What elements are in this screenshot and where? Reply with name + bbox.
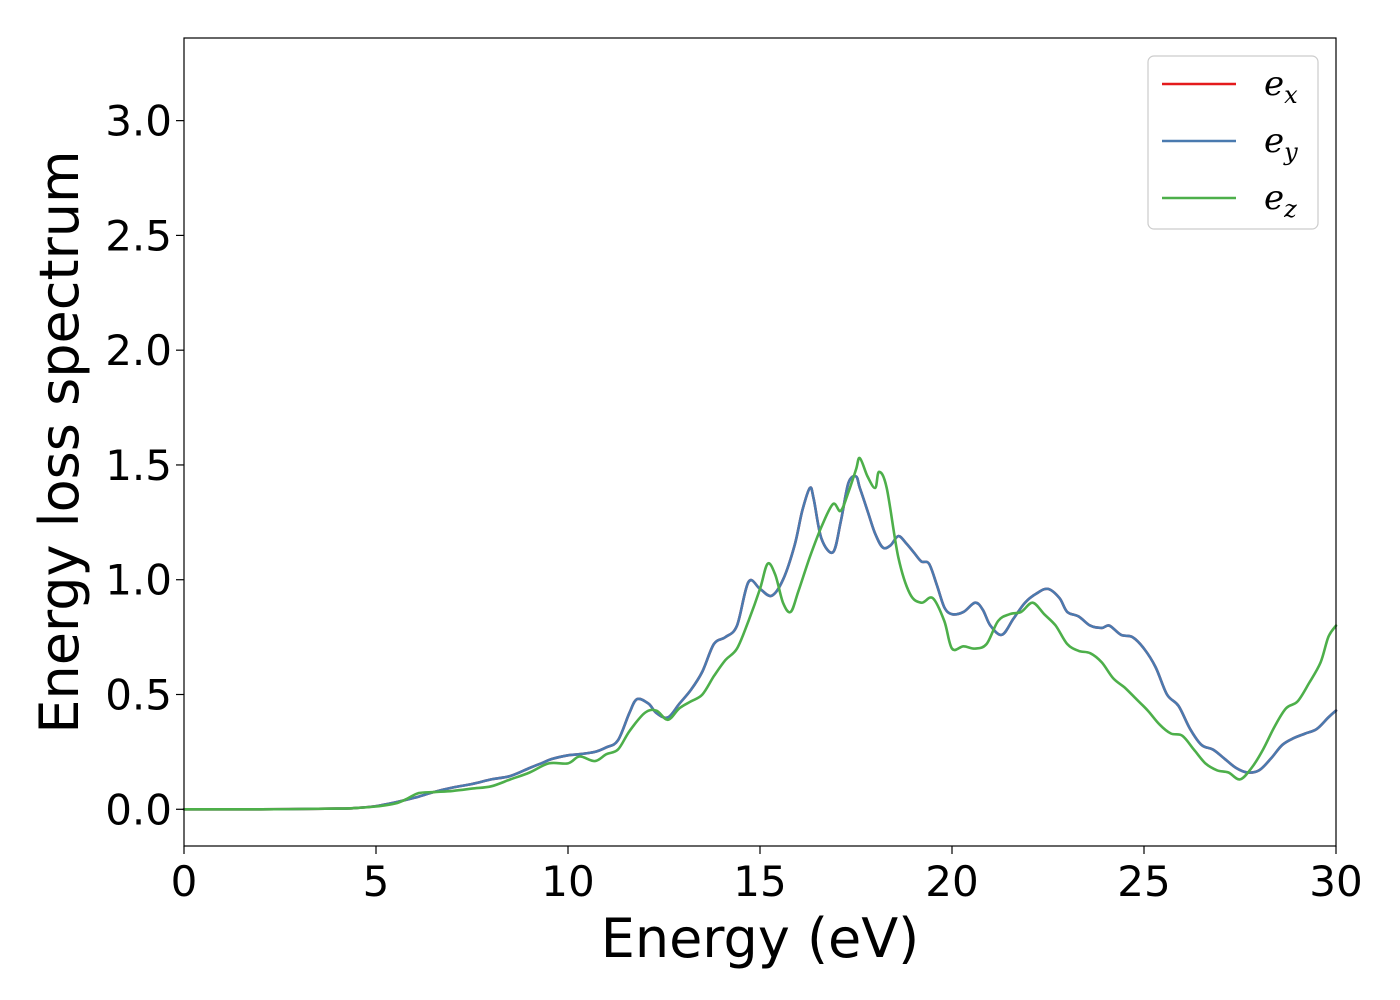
series-layer — [182, 456, 1338, 811]
y-tick-label: 2.5 — [105, 211, 172, 260]
x-tick-label: 10 — [541, 857, 594, 906]
series-line-ey — [182, 474, 1338, 811]
x-tick-label: 0 — [171, 857, 198, 906]
legend-label-ez: ez — [1264, 178, 1297, 223]
x-tick-label: 15 — [733, 857, 786, 906]
y-axis: 0.0 0.5 1.0 1.5 2.0 2.5 3.0 — [105, 97, 184, 834]
series-line-ez — [182, 456, 1338, 811]
y-tick-label: 0.5 — [105, 671, 172, 720]
x-axis-label: Energy (eV) — [601, 907, 920, 970]
x-axis: 0 5 10 15 20 25 30 — [171, 846, 1363, 906]
y-tick-label: 2.0 — [105, 326, 172, 375]
y-tick-label: 3.0 — [105, 97, 172, 146]
x-tick-label: 25 — [1117, 857, 1170, 906]
x-tick-label: 20 — [925, 857, 978, 906]
y-tick-label: 1.0 — [105, 556, 172, 605]
y-axis-label: Energy loss spectrum — [28, 150, 91, 733]
legend-label-ex: ex — [1264, 64, 1298, 109]
legend-box — [1147, 55, 1319, 230]
legend: ex ey ez — [1147, 55, 1319, 230]
y-tick-label: 0.0 — [105, 785, 172, 834]
x-tick-label: 30 — [1309, 857, 1362, 906]
y-tick-label: 1.5 — [105, 441, 172, 490]
x-tick-label: 5 — [363, 857, 390, 906]
legend-label-ey: ey — [1264, 121, 1298, 166]
